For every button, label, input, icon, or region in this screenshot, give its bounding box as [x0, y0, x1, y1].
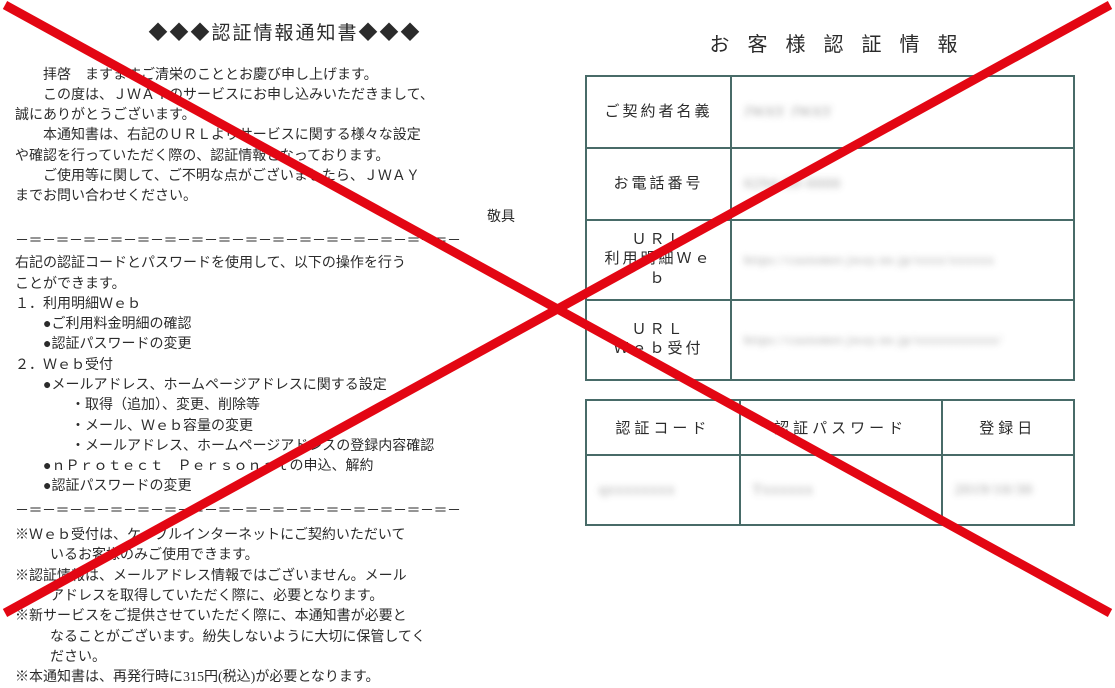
customer-auth-title: お客様認証情報: [585, 28, 1100, 57]
document-page: ◆◆◆認証情報通知書◆◆◆ 拝啓 ますますご清栄のこととお慶び申し上げます。 こ…: [0, 0, 1115, 618]
row-label: お電話番号: [586, 148, 731, 220]
customer-info-table: ご契約者名義 JWAY JWAY お電話番号 0294-00-0000 ＵＲＬ …: [585, 75, 1075, 381]
list-item: ●メールアドレス、ホームページアドレスに関する設定: [15, 376, 555, 396]
list-item: ●認証パスワードの変更: [15, 335, 555, 355]
row-value: JWAY JWAY: [731, 76, 1074, 148]
row-value: https://customer.jway.ne.jp/xxxxxxxxxxx/: [731, 300, 1074, 380]
note-line: ださい。: [15, 648, 555, 668]
auth-code-value: qxxxxxxxx: [586, 455, 740, 525]
row-label: ＵＲＬ 利用明細Ｗｅｂ: [586, 220, 731, 300]
list-item: ・取得（追加）、変更、削除等: [15, 396, 555, 416]
greeting-line: ご使用等に関して、ご不明な点がございましたら、ＪＷＡＹ: [15, 167, 555, 187]
instructions-lead: 右記の認証コードとパスワードを使用して、以下の操作を行う: [15, 254, 555, 274]
greeting-line: 誠にありがとうございます。: [15, 106, 555, 126]
list-item: ・メール、Ｗｅｂ容量の変更: [15, 417, 555, 437]
table-row: ご契約者名義 JWAY JWAY: [586, 76, 1074, 148]
left-column: ◆◆◆認証情報通知書◆◆◆ 拝啓 ますますご清栄のこととお慶び申し上げます。 こ…: [15, 20, 575, 608]
notes-block: ※Ｗｅｂ受付は、ケーブルインターネットにご契約いただいて いるお客様のみご使用で…: [15, 526, 555, 688]
greeting-block: 拝啓 ますますご清栄のこととお慶び申し上げます。 この度は、ＪＷＡＹのサービスに…: [15, 66, 555, 228]
greeting-line: や確認を行っていただく際の、認証情報となっております。: [15, 147, 555, 167]
right-column: お客様認証情報 ご契約者名義 JWAY JWAY お電話番号 0294-00-0…: [575, 20, 1100, 608]
row-label: ＵＲＬ Ｗｅｂ受付: [586, 300, 731, 380]
instructions-lead: ことができます。: [15, 275, 555, 295]
greeting-line: この度は、ＪＷＡＹのサービスにお申し込みいただきまして、: [15, 86, 555, 106]
greeting-line: までお問い合わせください。: [15, 187, 555, 207]
row-value: 0294-00-0000: [731, 148, 1074, 220]
auth-table: 認証コード 認証パスワード 登録日 qxxxxxxxx Txxxxxx 2019…: [585, 399, 1075, 526]
note-line: なることがございます。紛失しないように大切に保管してく: [15, 628, 555, 648]
instructions-block: 右記の認証コードとパスワードを使用して、以下の操作を行う ことができます。 １．…: [15, 254, 555, 498]
table-header-row: 認証コード 認証パスワード 登録日: [586, 400, 1074, 455]
note-line: ※本通知書は、再発行時に315円(税込)が必要となります。: [15, 668, 555, 688]
table-row: お電話番号 0294-00-0000: [586, 148, 1074, 220]
note-line: ※新サービスをご提供させていただく際に、本通知書が必要と: [15, 607, 555, 627]
list-item: ２．Ｗｅｂ受付: [15, 356, 555, 376]
register-date-header: 登録日: [942, 400, 1074, 455]
note-line: ※認証情報は、メールアドレス情報ではございません。メール: [15, 567, 555, 587]
document-title: ◆◆◆認証情報通知書◆◆◆: [15, 20, 555, 48]
auth-password-value: Txxxxxx: [740, 455, 942, 525]
auth-code-header: 認証コード: [586, 400, 740, 455]
list-item: ●ｎＰｒｏｔｅｃｔ Ｐｅｒｓｏｎａｌの申込、解約: [15, 457, 555, 477]
note-line: アドレスを取得していただく際に、必要となります。: [15, 587, 555, 607]
divider-line: －＝－＝－＝－＝－＝－＝－＝－＝－＝－＝－＝－＝－＝－＝－＝－＝－: [15, 232, 555, 252]
list-item: １．利用明細Ｗｅｂ: [15, 295, 555, 315]
auth-password-header: 認証パスワード: [740, 400, 942, 455]
note-line: いるお客様のみご使用できます。: [15, 546, 555, 566]
row-value: https://customer.jway.ne.jp/xxxx/xxxxxx: [731, 220, 1074, 300]
list-item: ・メールアドレス、ホームページアドレスの登録内容確認: [15, 437, 555, 457]
row-label: ご契約者名義: [586, 76, 731, 148]
table-row: ＵＲＬ Ｗｅｂ受付 https://customer.jway.ne.jp/xx…: [586, 300, 1074, 380]
greeting-line: 拝啓 ますますご清栄のこととお慶び申し上げます。: [15, 66, 555, 86]
divider-line: －＝－＝－＝－＝－＝－＝－＝－＝－＝－＝－＝－＝－＝－＝－＝－＝－: [15, 502, 555, 522]
list-item: ●認証パスワードの変更: [15, 477, 555, 497]
note-line: ※Ｗｅｂ受付は、ケーブルインターネットにご契約いただいて: [15, 526, 555, 546]
sign-off: 敬具: [15, 208, 555, 228]
table-row: ＵＲＬ 利用明細Ｗｅｂ https://customer.jway.ne.jp/…: [586, 220, 1074, 300]
list-item: ●ご利用料金明細の確認: [15, 315, 555, 335]
greeting-line: 本通知書は、右記のＵＲＬよりサービスに関する様々な設定: [15, 126, 555, 146]
register-date-value: 2019/10/30: [942, 455, 1074, 525]
table-row: qxxxxxxxx Txxxxxx 2019/10/30: [586, 455, 1074, 525]
